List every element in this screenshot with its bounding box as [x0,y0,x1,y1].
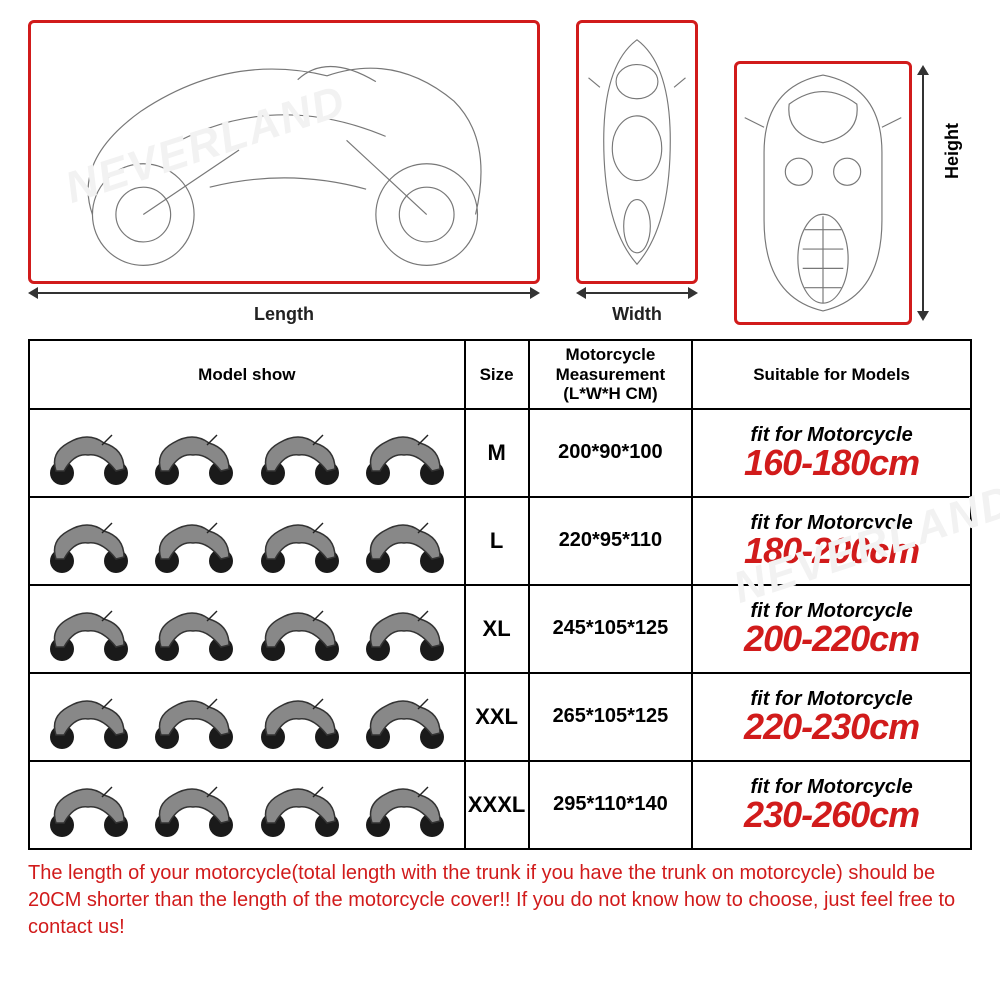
model-show-cell [29,497,465,585]
model-show-cell [29,761,465,849]
model-show-cell [29,409,465,497]
width-arrow [576,288,698,298]
height-diagram: Height [734,61,938,325]
header-model-show: Model show [29,340,465,409]
suitable-cell: fit for Motorcycle200-220cm [692,585,971,673]
motorcycle-side-outline [28,20,540,284]
motorcycle-icon [147,511,241,580]
motorcycle-icon [42,687,136,756]
fit-range: 220-230cm [699,709,964,745]
motorcycle-icon [253,687,347,756]
model-show-cell [29,673,465,761]
fit-range: 200-220cm [699,621,964,657]
table-row: XXL265*105*125fit for Motorcycle220-230c… [29,673,971,761]
motorcycle-icon [42,423,136,492]
fit-range: 180-200cm [699,533,964,569]
motorcycle-icon [358,775,452,844]
measurement-cell: 245*105*125 [529,585,693,673]
length-diagram: Length [28,20,540,325]
width-diagram: Width [576,20,698,325]
motorcycle-icon [253,775,347,844]
motorcycle-icon [358,423,452,492]
measurement-cell: 265*105*125 [529,673,693,761]
motorcycle-icon [358,511,452,580]
motorcycle-icon [147,687,241,756]
table-row: M200*90*100fit for Motorcycle160-180cm [29,409,971,497]
length-arrow [28,288,540,298]
motorcycle-icon [358,599,452,668]
table-row: XXXL295*110*140fit for Motorcycle230-260… [29,761,971,849]
measurement-cell: 220*95*110 [529,497,693,585]
size-cell: XXXL [465,761,529,849]
height-label: Height [942,123,963,179]
length-label: Length [254,304,314,325]
table-header-row: Model show Size Motorcycle Measurement (… [29,340,971,409]
width-label: Width [612,304,662,325]
header-size: Size [465,340,529,409]
motorcycle-icon [147,599,241,668]
motorcycle-top-outline [576,20,698,284]
motorcycle-icon [253,511,347,580]
motorcycle-icon [42,511,136,580]
motorcycle-icon [147,423,241,492]
motorcycle-icon [253,599,347,668]
suitable-cell: fit for Motorcycle220-230cm [692,673,971,761]
motorcycle-icon [147,775,241,844]
suitable-cell: fit for Motorcycle230-260cm [692,761,971,849]
dimension-diagrams: Length Width [28,20,972,325]
header-measurement: Motorcycle Measurement (L*W*H CM) [529,340,693,409]
table-row: XL245*105*125fit for Motorcycle200-220cm [29,585,971,673]
height-arrow [912,61,938,325]
fit-range: 160-180cm [699,445,964,481]
size-chart-table: Model show Size Motorcycle Measurement (… [28,339,972,850]
table-row: L220*95*110fit for Motorcycle180-200cm [29,497,971,585]
motorcycle-icon [253,423,347,492]
motorcycle-icon [42,599,136,668]
suitable-cell: fit for Motorcycle180-200cm [692,497,971,585]
size-cell: M [465,409,529,497]
sizing-footnote: The length of your motorcycle(total leng… [28,860,972,941]
motorcycle-front-outline [734,61,912,325]
fit-range: 230-260cm [699,797,964,833]
header-suitable: Suitable for Models [692,340,971,409]
size-cell: XL [465,585,529,673]
model-show-cell [29,585,465,673]
size-cell: XXL [465,673,529,761]
measurement-cell: 295*110*140 [529,761,693,849]
motorcycle-icon [358,687,452,756]
suitable-cell: fit for Motorcycle160-180cm [692,409,971,497]
motorcycle-icon [42,775,136,844]
size-cell: L [465,497,529,585]
measurement-cell: 200*90*100 [529,409,693,497]
